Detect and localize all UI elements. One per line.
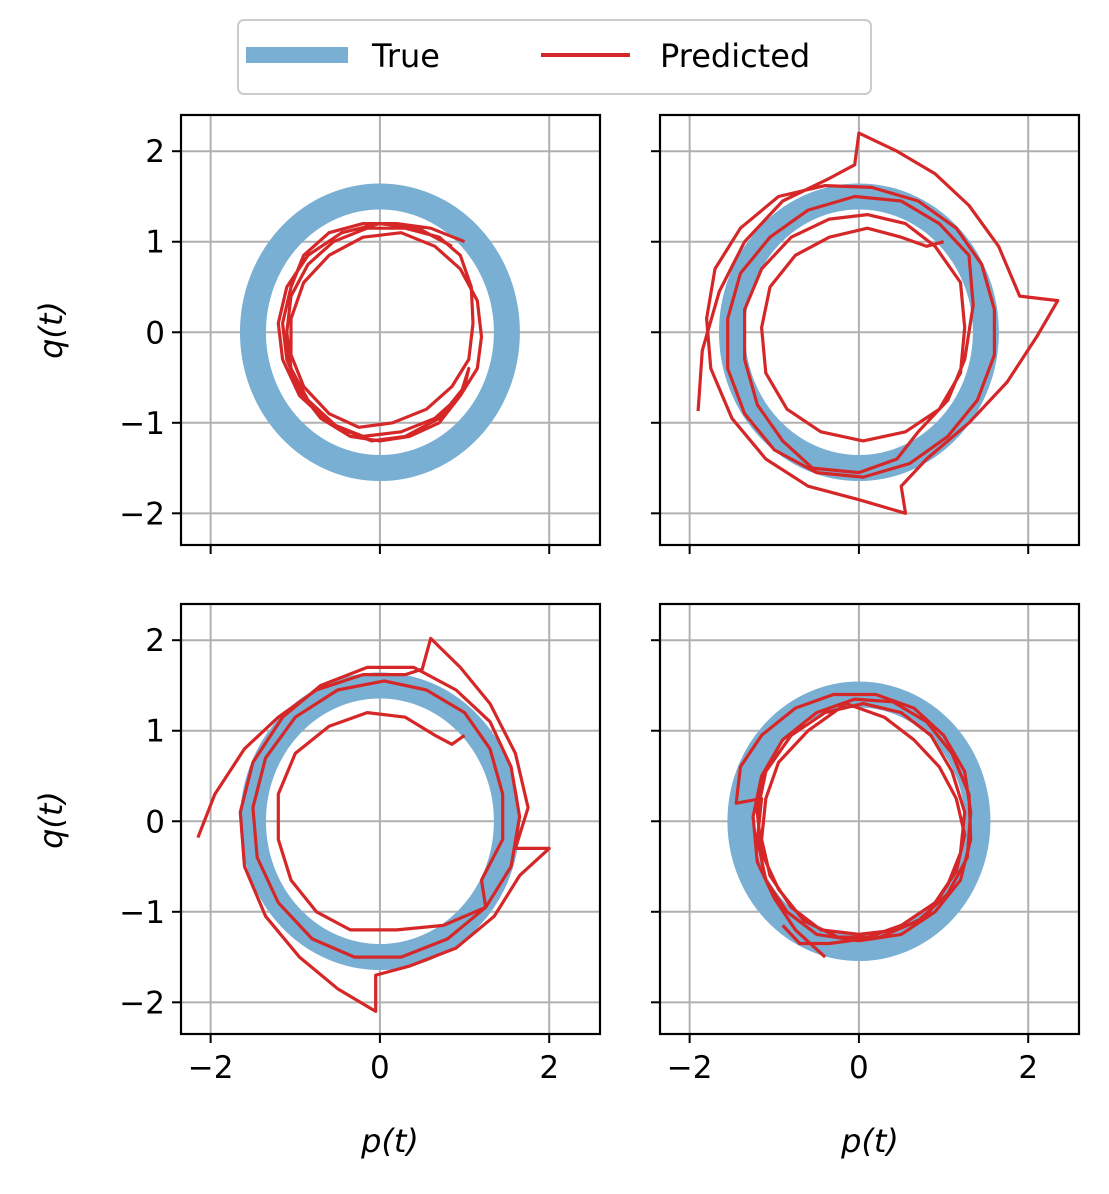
panel-bottom-right: −2 0 2 — [651, 602, 1081, 1086]
panel-bottom-left: −2 0 2 −2 −1 0 1 2 — [119, 602, 602, 1086]
plot-area — [196, 636, 551, 1014]
panel-top-right — [651, 113, 1081, 554]
x-tick-label: −2 — [667, 1050, 713, 1086]
axes-frame — [179, 113, 602, 547]
x-tick-label: 0 — [370, 1050, 390, 1086]
x-tick-label: 2 — [539, 1050, 559, 1086]
y-tick-label: 1 — [145, 225, 165, 261]
plot-area — [727, 681, 991, 962]
y-tick-label: −2 — [119, 496, 165, 532]
y-tick-label: 0 — [145, 804, 165, 840]
y-tick-label: −1 — [119, 895, 165, 931]
y-tick-label: 2 — [145, 623, 165, 659]
legend-label-true: True — [371, 37, 440, 75]
true-orbit — [239, 183, 520, 482]
x-axis-label-left: p(t) — [360, 1122, 419, 1160]
axes-frame — [658, 113, 1081, 547]
predicted-trajectory — [734, 692, 973, 959]
y-tick-label: −2 — [119, 985, 165, 1021]
axes-frame — [179, 602, 602, 1036]
y-tick-label: 0 — [145, 315, 165, 351]
x-tick-label: −2 — [188, 1050, 234, 1086]
plot-area — [239, 183, 520, 482]
x-axis-label-right: p(t) — [840, 1122, 899, 1160]
y-tick-label: −1 — [119, 406, 165, 442]
axes-frame — [658, 602, 1081, 1036]
plot-area — [696, 131, 1060, 515]
x-tick-label: 2 — [1018, 1050, 1038, 1086]
y-axis-label-top: q(t) — [32, 301, 70, 359]
y-tick-label: 1 — [145, 714, 165, 750]
predicted-trajectory — [696, 131, 1060, 515]
y-tick-label: 2 — [145, 134, 165, 170]
legend: True Predicted — [237, 19, 872, 95]
x-tick-label: 0 — [849, 1050, 869, 1086]
panel-top-left: −2 −1 0 1 2 — [119, 113, 602, 554]
predicted-trajectory — [276, 222, 484, 443]
predicted-trajectory — [196, 636, 551, 1014]
y-axis-label-bottom: q(t) — [32, 791, 70, 849]
legend-label-predicted: Predicted — [660, 37, 810, 75]
